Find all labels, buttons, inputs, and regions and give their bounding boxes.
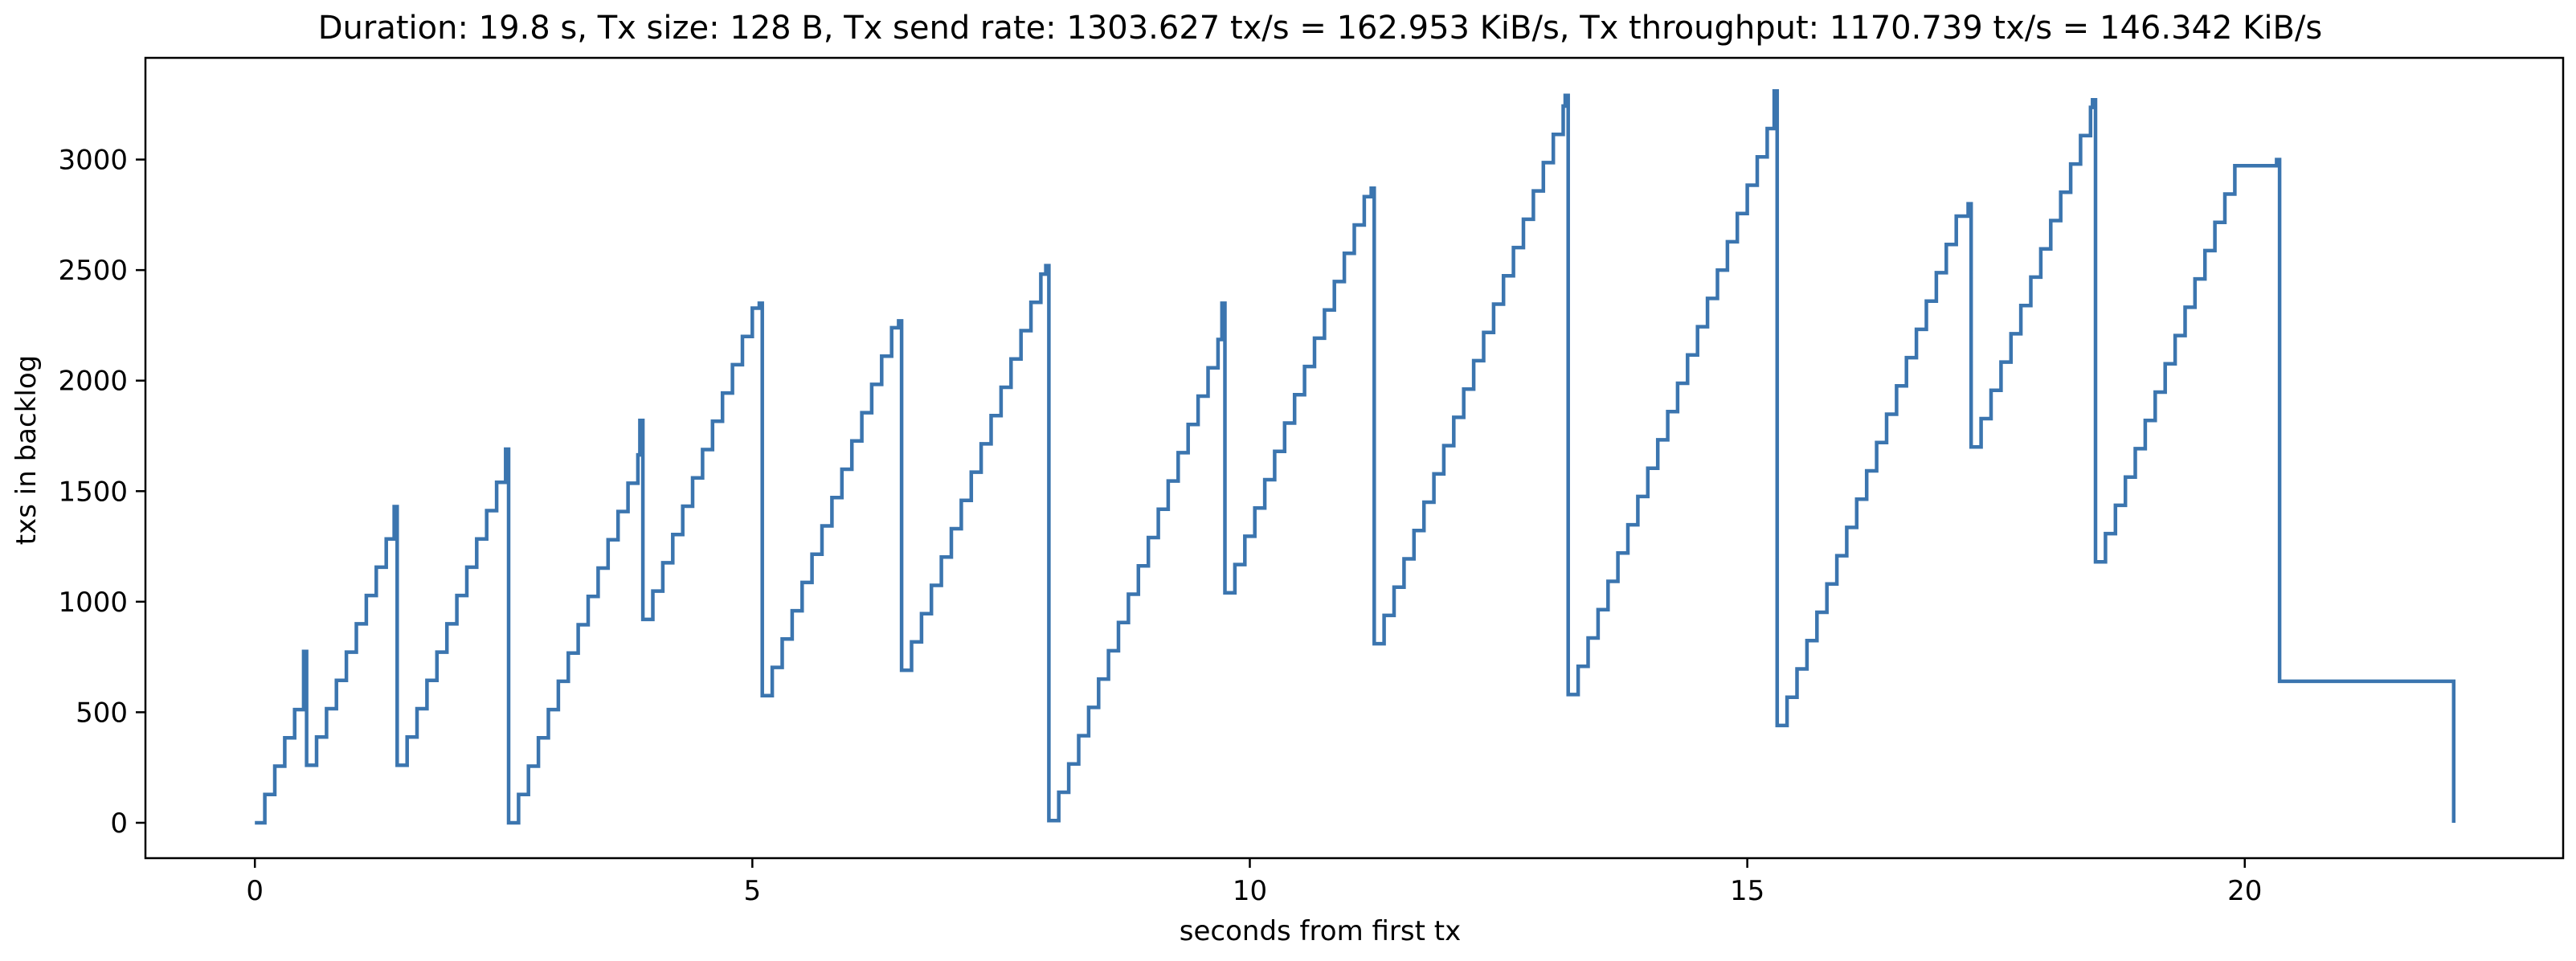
x-axis: 0 5 10 15 20	[246, 858, 2262, 907]
y-tick-label: 2000	[58, 366, 128, 398]
x-tick-label: 10	[1233, 875, 1267, 907]
y-axis: 0 500 1000 1500 2000 2500 3000	[58, 145, 145, 840]
x-axis-label: seconds from first tx	[1180, 915, 1461, 947]
y-tick-label: 1000	[58, 587, 128, 619]
y-tick-label: 500	[76, 697, 128, 729]
y-tick-label: 1500	[58, 476, 128, 508]
y-tick-label: 2500	[58, 255, 128, 287]
series-line-backlog	[255, 89, 2456, 825]
chart-title: Duration: 19.8 s, Tx size: 128 B, Tx sen…	[318, 10, 2323, 47]
y-axis-label: txs in backlog	[10, 355, 43, 545]
plot-area	[255, 89, 2456, 825]
x-tick-label: 15	[1730, 875, 1764, 907]
x-tick-label: 0	[246, 875, 264, 907]
y-tick-label: 3000	[58, 145, 128, 177]
axes-frame	[144, 56, 2565, 860]
x-tick-label: 5	[744, 875, 762, 907]
x-tick-label: 20	[2227, 875, 2262, 907]
y-tick-label: 0	[110, 808, 128, 840]
